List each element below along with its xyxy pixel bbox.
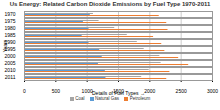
svg-text:1000: 1000 [81,88,93,95]
svg-text:2000: 2000 [144,88,155,94]
html-text:Petroleum: Petroleum [129,96,151,101]
svg-text:3000: 3000 [207,88,218,94]
svg-text:2500: 2500 [176,88,187,94]
svg-text:2011: 2011 [5,74,16,80]
svg-text:1985: 1985 [4,32,15,38]
svg-text:2010: 2010 [4,67,15,73]
html-text:Us Energy: Related Carbon Diox: Us Energy: Related Carbon Dioxide Emissi… [9,1,211,7]
svg-text:Years: Years [2,39,8,52]
svg-text:0: 0 [23,88,26,94]
svg-text:1995: 1995 [4,46,16,53]
html-text:Coal: Coal [75,96,85,101]
svg-text:1990: 1990 [4,39,16,46]
svg-text:1970: 1970 [4,11,15,17]
svg-text:1980: 1980 [4,25,15,31]
svg-text:Details of Fuel Types →: Details of Fuel Types → [92,90,145,96]
svg-text:500: 500 [52,88,61,94]
svg-text:2005: 2005 [4,60,15,66]
html-text:Natural Gas: Natural Gas [95,96,120,101]
svg-text:2000: 2000 [4,53,15,59]
svg-text:1975: 1975 [4,18,15,24]
